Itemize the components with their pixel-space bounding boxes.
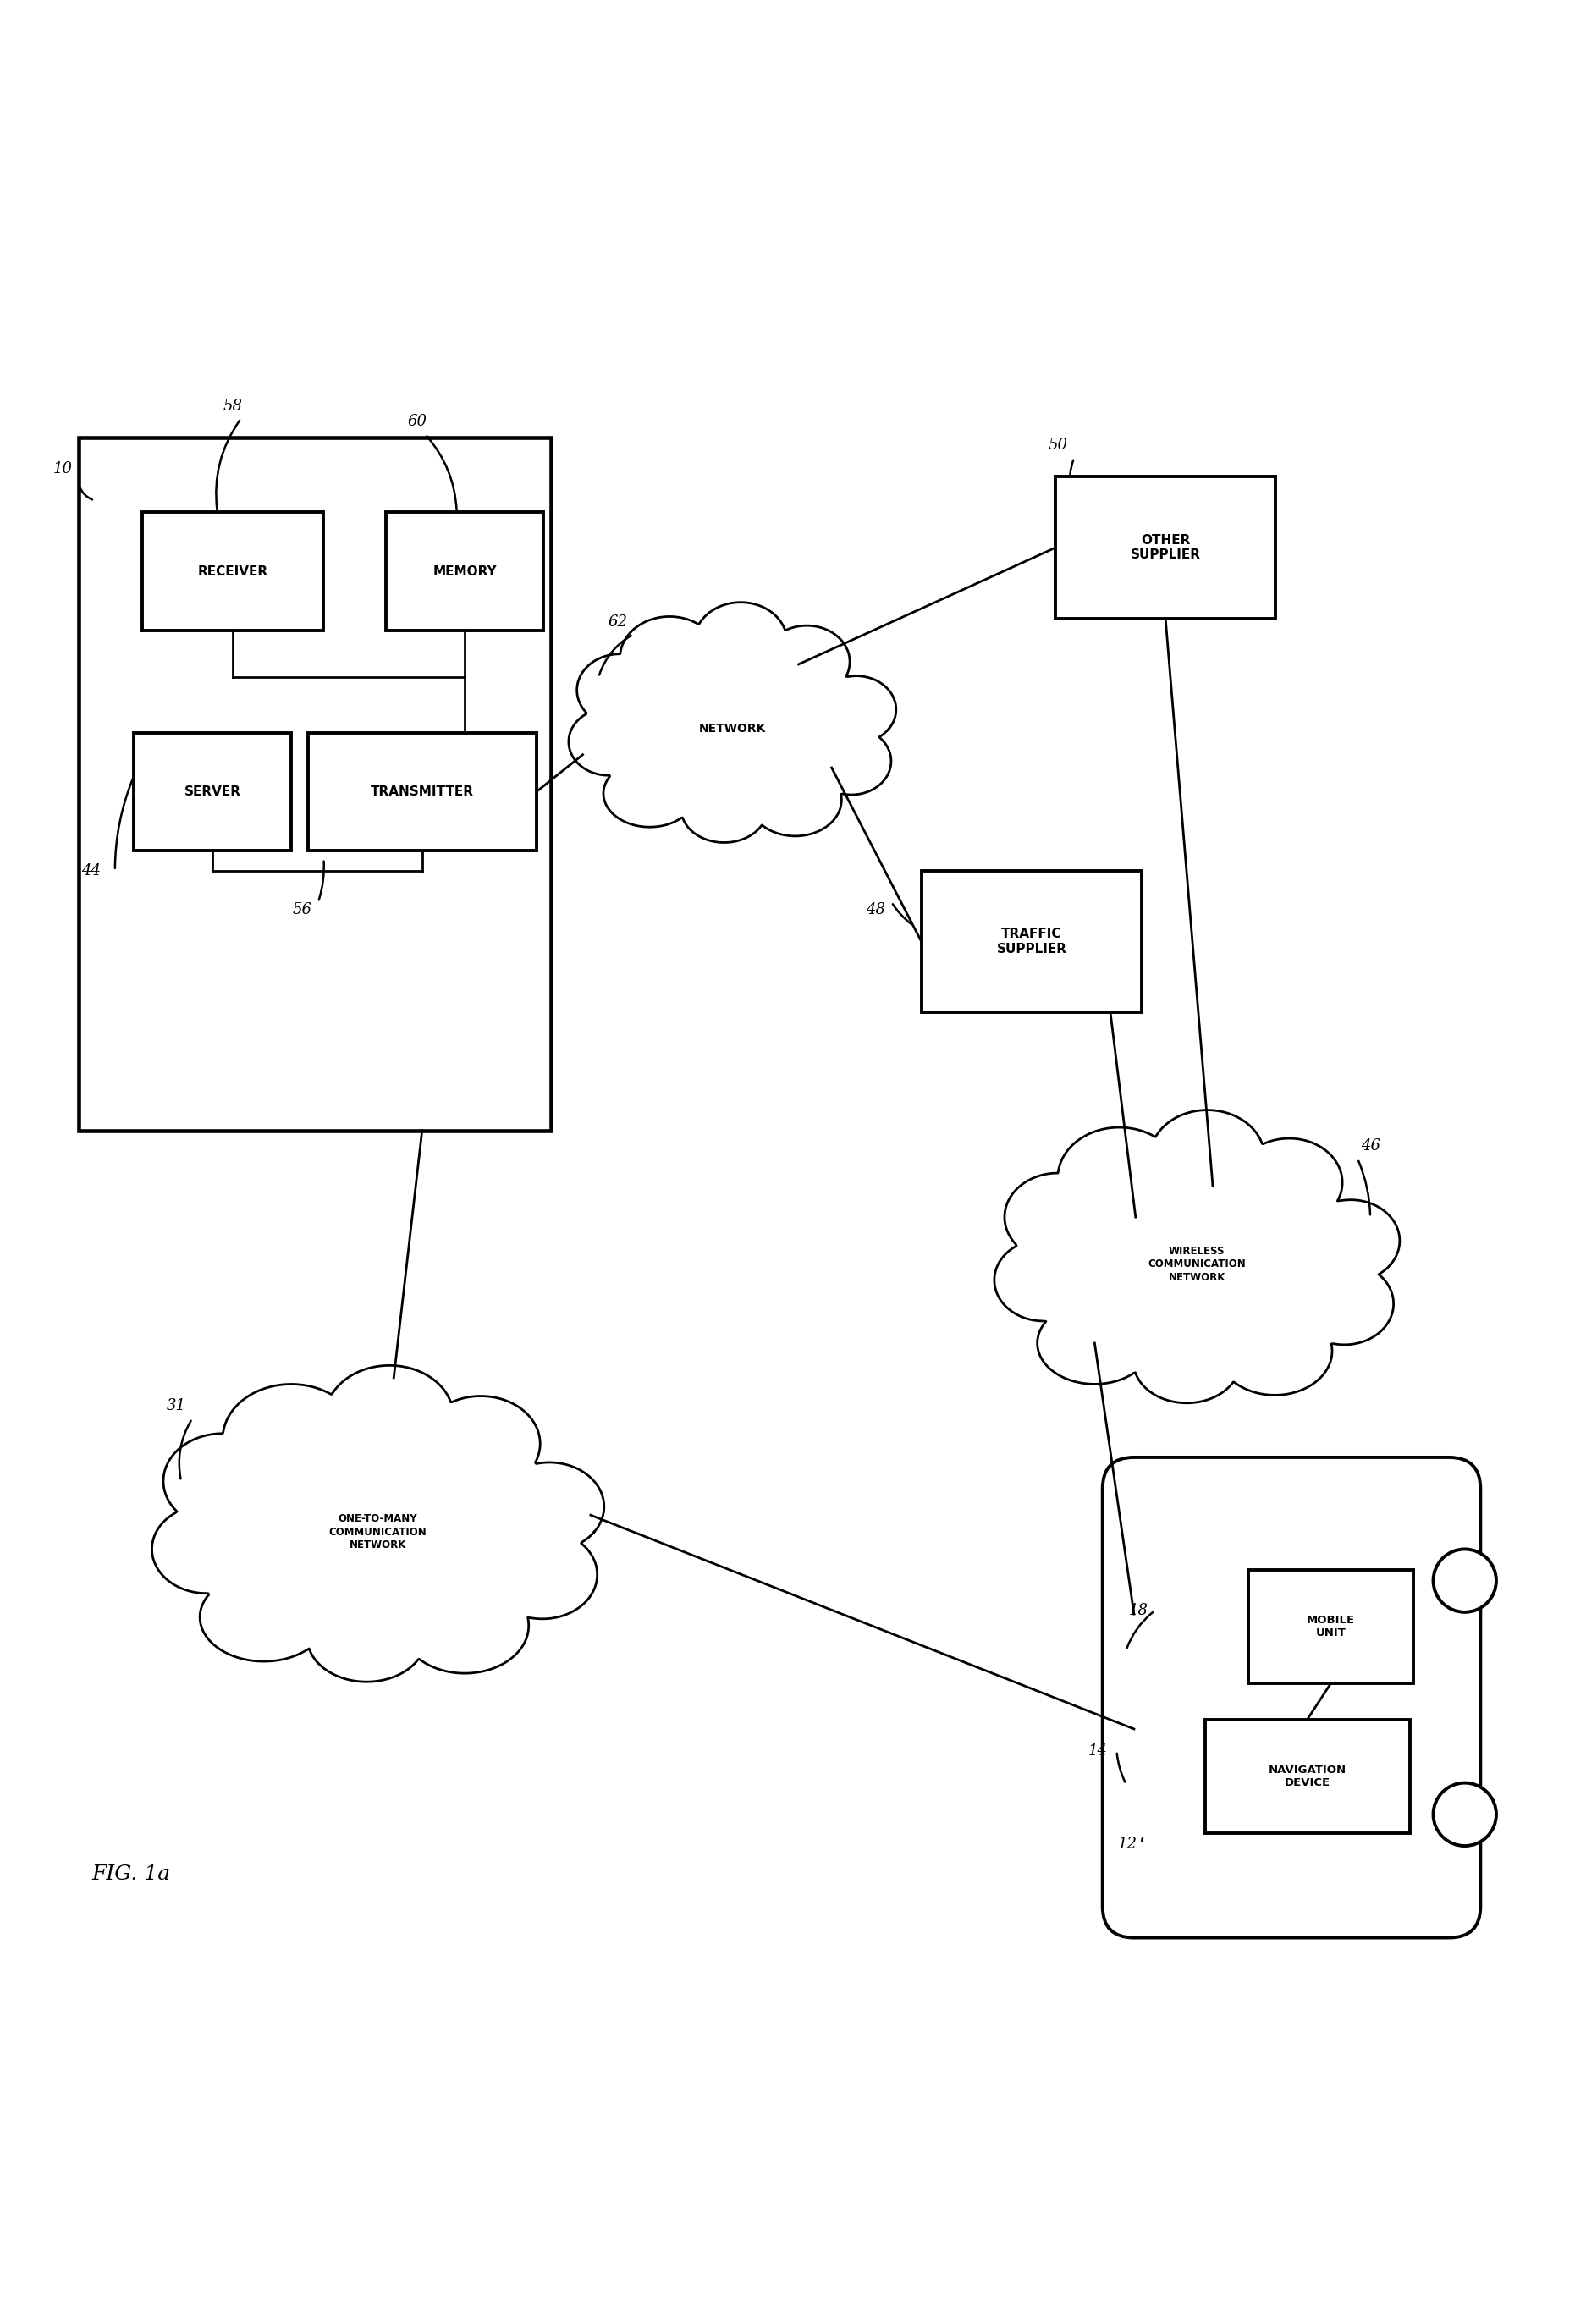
Text: OTHER
SUPPLIER: OTHER SUPPLIER xyxy=(1131,535,1200,562)
Text: 56: 56 xyxy=(293,902,312,918)
Polygon shape xyxy=(569,602,896,844)
Text: 60: 60 xyxy=(408,414,427,430)
Polygon shape xyxy=(994,1111,1400,1404)
Text: 58: 58 xyxy=(224,397,243,414)
Text: ONE-TO-MANY
COMMUNICATION
NETWORK: ONE-TO-MANY COMMUNICATION NETWORK xyxy=(329,1513,427,1550)
Text: SERVER: SERVER xyxy=(184,786,241,797)
Text: TRANSMITTER: TRANSMITTER xyxy=(370,786,474,797)
Bar xyxy=(309,732,537,851)
Circle shape xyxy=(1433,1783,1496,1845)
FancyBboxPatch shape xyxy=(1102,1457,1480,1938)
Text: 12: 12 xyxy=(1118,1836,1137,1852)
Bar xyxy=(921,872,1142,1013)
Text: 10: 10 xyxy=(54,462,72,476)
Bar xyxy=(134,732,291,851)
Text: 44: 44 xyxy=(82,862,101,878)
Bar xyxy=(143,511,324,630)
Text: 14: 14 xyxy=(1088,1743,1107,1759)
Text: MOBILE
UNIT: MOBILE UNIT xyxy=(1307,1615,1354,1638)
Text: NAVIGATION
DEVICE: NAVIGATION DEVICE xyxy=(1268,1764,1347,1787)
Bar xyxy=(1205,1720,1410,1834)
Bar xyxy=(1249,1571,1414,1683)
Text: 50: 50 xyxy=(1049,437,1068,453)
Text: FIG. 1a: FIG. 1a xyxy=(91,1864,170,1885)
Bar xyxy=(1055,476,1276,618)
Text: 62: 62 xyxy=(608,614,627,630)
Text: 31: 31 xyxy=(167,1399,186,1413)
Text: 18: 18 xyxy=(1129,1604,1148,1618)
Text: NETWORK: NETWORK xyxy=(699,723,765,734)
Text: 46: 46 xyxy=(1361,1139,1380,1155)
Text: MEMORY: MEMORY xyxy=(433,565,496,579)
Bar xyxy=(386,511,543,630)
Text: 48: 48 xyxy=(866,902,885,918)
Circle shape xyxy=(1433,1550,1496,1613)
Text: RECEIVER: RECEIVER xyxy=(198,565,268,579)
Text: TRAFFIC
SUPPLIER: TRAFFIC SUPPLIER xyxy=(997,927,1066,955)
Bar xyxy=(79,437,551,1129)
Polygon shape xyxy=(151,1367,605,1683)
Text: WIRELESS
COMMUNICATION
NETWORK: WIRELESS COMMUNICATION NETWORK xyxy=(1148,1246,1246,1283)
